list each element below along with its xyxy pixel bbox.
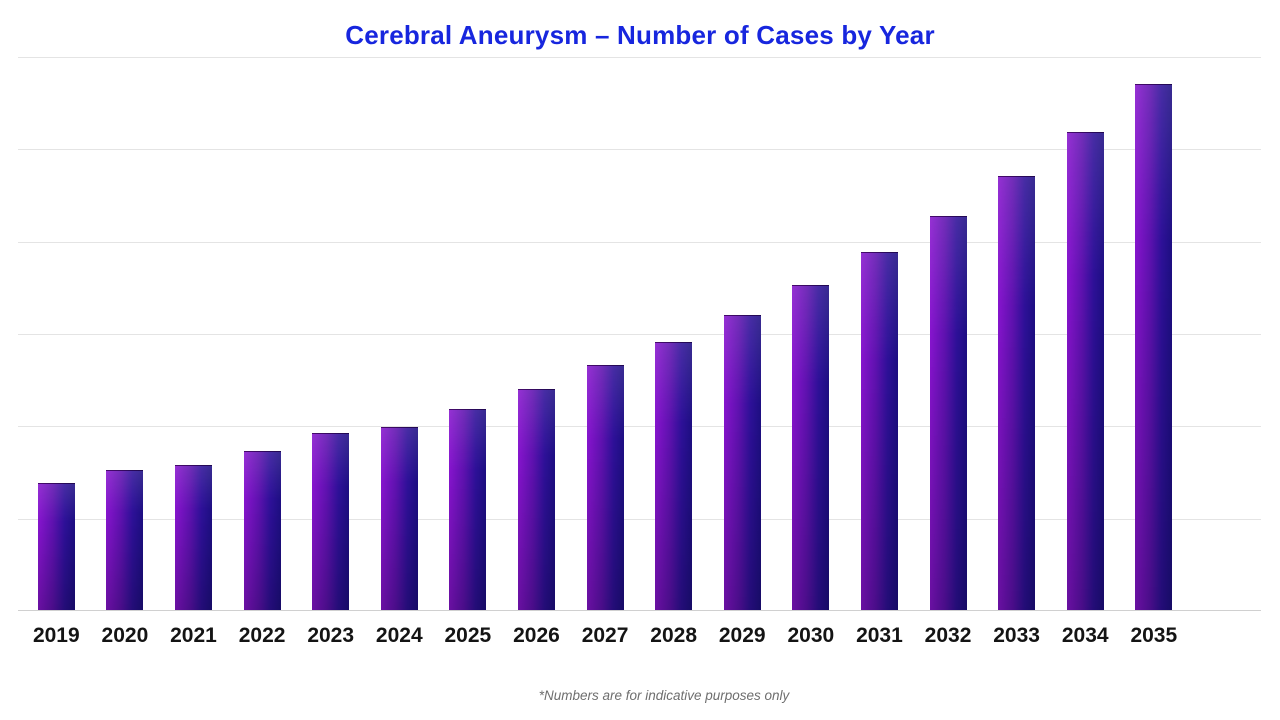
bar-2035 xyxy=(1135,84,1173,610)
bar-slot-2030 xyxy=(777,285,846,610)
bar-2029 xyxy=(723,315,761,610)
bar-slot-2021 xyxy=(159,465,228,610)
gridline xyxy=(18,57,1261,58)
bar-2024 xyxy=(380,427,418,610)
x-tick-label-2029: 2029 xyxy=(718,624,766,647)
x-tick-label-2032: 2032 xyxy=(924,624,972,647)
bar-2021 xyxy=(174,465,212,610)
bar-slot-2026 xyxy=(502,389,571,610)
x-tick-label-2026: 2026 xyxy=(513,624,560,647)
x-tick-label-2021: 2021 xyxy=(170,624,217,647)
x-tick-label-2033: 2033 xyxy=(993,624,1040,647)
bar-slot-2025 xyxy=(434,409,503,610)
bar-slot-2027 xyxy=(571,365,640,610)
x-axis-line xyxy=(18,610,1261,611)
gridline xyxy=(18,334,1261,335)
bar-slot-2022 xyxy=(228,451,297,610)
x-tick-label-2024: 2024 xyxy=(375,624,423,647)
bar-2027 xyxy=(586,365,624,610)
x-tick-label-2020: 2020 xyxy=(101,624,149,647)
bar-slot-2034 xyxy=(1051,132,1120,610)
x-tick-label-2034: 2034 xyxy=(1061,624,1109,647)
bar-slot-2019 xyxy=(22,483,91,610)
bar-2019 xyxy=(37,483,75,610)
bar-2020 xyxy=(106,470,144,610)
x-tick-label-2022: 2022 xyxy=(238,624,286,647)
bar-slot-2031 xyxy=(845,252,914,610)
x-tick-label-2031: 2031 xyxy=(856,624,903,647)
bar-slot-2033 xyxy=(982,176,1051,610)
bar-2026 xyxy=(517,389,555,610)
bar-slot-2035 xyxy=(1120,84,1189,610)
bar-2033 xyxy=(998,176,1036,610)
plot-area xyxy=(18,57,1261,611)
chart-title: Cerebral Aneurysm – Number of Cases by Y… xyxy=(345,20,935,50)
bar-slot-2029 xyxy=(708,315,777,610)
bar-2032 xyxy=(929,216,967,610)
bar-2025 xyxy=(449,409,487,610)
x-tick-label-2025: 2025 xyxy=(444,624,492,647)
bar-2022 xyxy=(243,451,281,610)
x-tick-label-2027: 2027 xyxy=(581,624,629,647)
bar-slot-2020 xyxy=(91,470,160,610)
x-axis-labels: 2019 2020 2021 2022 2023 2024 2025 2026 2027 2028… xyxy=(22,624,1188,648)
bar-slot-2023 xyxy=(296,433,365,610)
bars-row xyxy=(22,57,1188,610)
gridline xyxy=(18,426,1261,428)
gridline xyxy=(18,518,1261,520)
bar-2023 xyxy=(312,433,350,610)
x-tick-label-2028: 2028 xyxy=(650,624,697,647)
bar-2030 xyxy=(792,285,830,610)
gridline xyxy=(18,241,1261,243)
x-tick-label-2035: 2035 xyxy=(1130,624,1178,647)
x-tick-label-2030: 2030 xyxy=(787,624,835,647)
bar-2034 xyxy=(1066,132,1104,610)
bar-slot-2028 xyxy=(639,342,708,610)
bar-slot-2032 xyxy=(914,216,983,610)
bar-2031 xyxy=(860,252,898,610)
bar-slot-2024 xyxy=(365,427,434,610)
x-tick-label-2019: 2019 xyxy=(32,624,80,647)
footnote: *Numbers are for indicative purposes onl… xyxy=(538,688,790,703)
gridline xyxy=(18,149,1261,151)
bar-2028 xyxy=(655,342,693,610)
x-tick-label-2023: 2023 xyxy=(307,624,355,647)
